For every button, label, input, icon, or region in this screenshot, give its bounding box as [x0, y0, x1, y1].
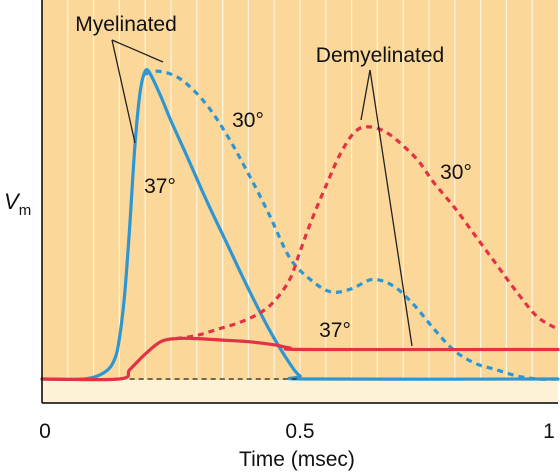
- series-line-1: [144, 69, 559, 381]
- x-tick-label: 1: [543, 420, 555, 443]
- grid-lines: [67, 0, 533, 380]
- myelinated-leader-solid: [111, 39, 136, 144]
- myelinated-37-label: 37°: [144, 175, 176, 198]
- demyelinated-label: Demyelinated: [316, 44, 444, 67]
- myelinated-label: Myelinated: [75, 13, 177, 36]
- baseline-band: [42, 380, 558, 403]
- demyelinated-37-label: 37°: [319, 319, 351, 342]
- x-tick-labels: 0 0.5 1: [39, 420, 555, 443]
- demyelinated-leader-red-solid: [369, 69, 413, 347]
- y-axis-label-main: V: [4, 189, 21, 214]
- series-layer: [40, 68, 560, 382]
- demyelinated-leader-red-dashed: [360, 69, 371, 121]
- series-line-3: [175, 125, 559, 341]
- y-axis-label: Vm: [4, 189, 31, 219]
- series-line-2: [40, 336, 560, 382]
- y-axis-label-subscript: m: [19, 202, 32, 219]
- series-line-0: [40, 68, 560, 382]
- x-tick-label: 0.5: [285, 420, 314, 443]
- x-tick-label: 0: [39, 420, 51, 443]
- x-axis-label: Time (msec): [239, 448, 355, 471]
- myelinated-leader-dashed: [111, 39, 164, 63]
- myelinated-30-label: 30°: [232, 109, 264, 132]
- leader-lines: [111, 39, 413, 347]
- demyelinated-30-label: 30°: [440, 161, 472, 184]
